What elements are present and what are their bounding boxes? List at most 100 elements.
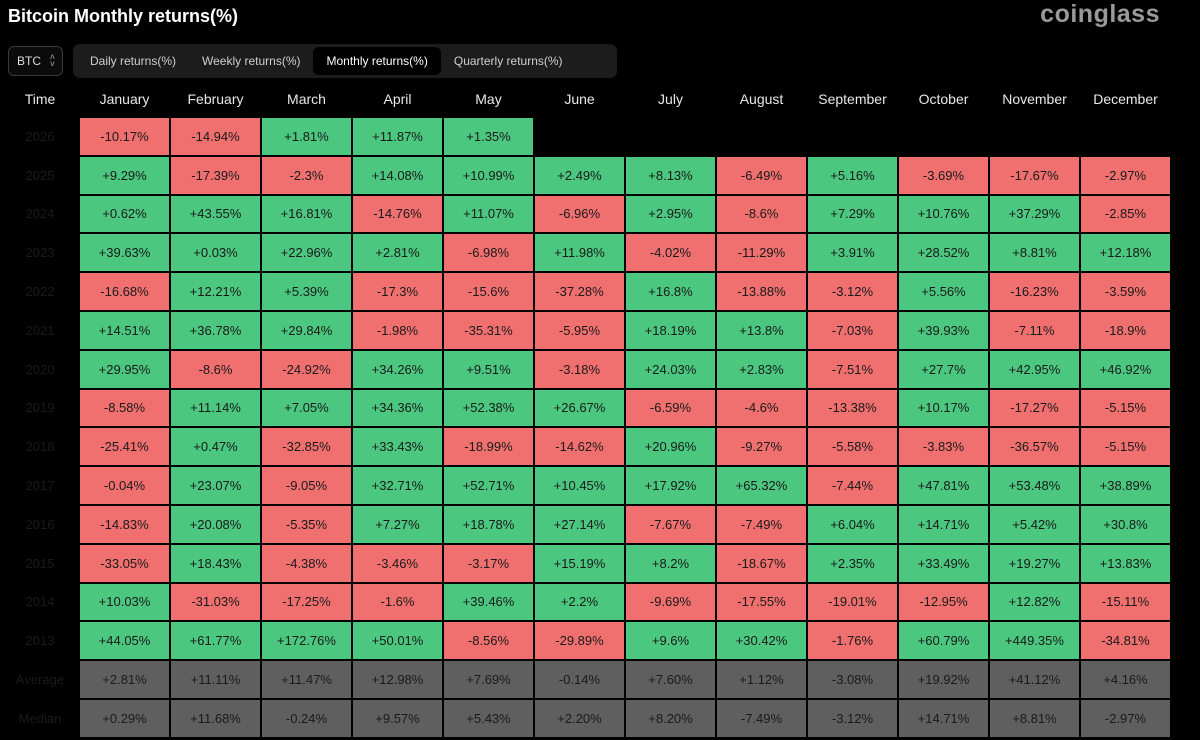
return-cell: +29.95% <box>80 350 169 388</box>
return-cell: -16.68% <box>80 273 169 310</box>
column-header-month: June <box>564 90 595 107</box>
return-cell: -15.11% <box>1081 583 1170 621</box>
return-cell: -14.76% <box>353 195 442 233</box>
return-cell: -5.95% <box>535 311 624 349</box>
return-cell: +14.71% <box>899 505 988 543</box>
return-cell: +39.46% <box>444 583 533 621</box>
return-cell: +60.79% <box>899 622 988 660</box>
return-cell: -16.23% <box>990 273 1079 310</box>
return-cell: -14.94% <box>171 118 260 155</box>
return-cell: +2.95% <box>626 195 715 233</box>
table-row: 2025 +9.29% -17.39% -2.3% +14.08% +10.99% +2.4… <box>2 156 1170 194</box>
return-cell: -25.41% <box>80 428 169 466</box>
summary-cell: +11.11% <box>171 661 260 698</box>
return-cell: -13.88% <box>717 273 806 310</box>
return-cell: -18.67% <box>717 544 806 582</box>
return-cell: +27.7% <box>899 350 988 388</box>
return-cell: +9.51% <box>444 350 533 388</box>
year-label: 2025 <box>25 167 55 183</box>
table-row: 2014 +10.03% -31.03% -17.25% -1.6% +39.46% +2.… <box>2 583 1170 621</box>
column-header-month: February <box>187 90 244 107</box>
return-cell: -36.57% <box>990 428 1079 466</box>
return-cell: -3.17% <box>444 544 533 582</box>
return-cell: +1.35% <box>444 118 533 155</box>
return-cell: +2.2% <box>535 583 624 621</box>
return-cell: -17.3% <box>353 273 442 310</box>
return-cell: +33.43% <box>353 428 442 466</box>
year-label: 2013 <box>25 633 55 649</box>
return-cell: +2.49% <box>535 156 624 194</box>
table-row: 2024 +0.62% +43.55% +16.81% -14.76% +11.07% -6… <box>2 195 1170 233</box>
return-cell: -15.6% <box>444 273 533 310</box>
asset-select[interactable]: BTC ˄ ˅ <box>8 46 63 76</box>
table-header-row: Time January February March April May June July… <box>2 81 1170 116</box>
return-cell: +8.81% <box>990 234 1079 272</box>
return-cell: +32.71% <box>353 467 442 504</box>
return-cell: -17.55% <box>717 583 806 621</box>
return-cell: +27.14% <box>535 505 624 543</box>
return-cell: +33.49% <box>899 544 988 582</box>
return-cell: +6.04% <box>808 505 897 543</box>
return-cell: +44.05% <box>80 622 169 660</box>
table-row: 2026 -10.17% -14.94% +1.81% +11.87% +1.35% <box>2 118 1170 155</box>
return-cell: -37.28% <box>535 273 624 310</box>
tab-weekly-returns[interactable]: Weekly returns(%) <box>202 54 301 68</box>
page-title: Bitcoin Monthly returns(%) <box>8 6 238 26</box>
return-cell: +15.19% <box>535 544 624 582</box>
summary-cell: +12.98% <box>353 661 442 698</box>
summary-cell: +9.57% <box>353 699 442 737</box>
return-cell: -3.46% <box>353 544 442 582</box>
return-cell: +172.76% <box>262 622 351 660</box>
return-cell: -6.96% <box>535 195 624 233</box>
return-cell: +0.62% <box>80 195 169 233</box>
year-label: 2021 <box>25 322 55 338</box>
table-row: 2018 -25.41% +0.47% -32.85% +33.43% -18.99% -1… <box>2 428 1170 466</box>
return-cell: +17.92% <box>626 467 715 504</box>
table-row: 2021 +14.51% +36.78% +29.84% -1.98% -35.31% -5… <box>2 311 1170 349</box>
year-label: 2023 <box>25 245 55 261</box>
return-cell <box>808 118 897 155</box>
return-cell: -5.15% <box>1081 389 1170 427</box>
return-cell: +39.93% <box>899 311 988 349</box>
column-header-month: August <box>739 90 784 107</box>
tab-daily-returns[interactable]: Daily returns(%) <box>90 54 177 68</box>
table-row: 2019 -8.58% +11.14% +7.05% +34.36% +52.38% +26… <box>2 389 1170 427</box>
year-label: 2022 <box>25 284 55 300</box>
return-cell <box>535 118 624 155</box>
tab-quarterly-returns[interactable]: Quarterly returns(%) <box>453 54 563 68</box>
return-cell: -24.92% <box>262 350 351 388</box>
summary-cell: +11.68% <box>171 699 260 737</box>
return-cell: -7.03% <box>808 311 897 349</box>
return-cell: +65.32% <box>717 467 806 504</box>
return-period-tabs: Daily returns(%) Weekly returns(%) Month… <box>73 44 617 78</box>
summary-cell: +2.20% <box>535 699 624 737</box>
year-label: 2024 <box>25 206 55 222</box>
tab-monthly-returns[interactable]: Monthly returns(%) <box>313 47 441 75</box>
return-cell: -33.05% <box>80 544 169 582</box>
column-header-month: April <box>383 90 412 107</box>
return-cell: +5.56% <box>899 273 988 310</box>
return-cell <box>626 118 715 155</box>
return-cell: -4.6% <box>717 389 806 427</box>
year-label: 2020 <box>25 361 55 377</box>
return-cell: +7.27% <box>353 505 442 543</box>
return-cell: -17.39% <box>171 156 260 194</box>
return-cell: -9.69% <box>626 583 715 621</box>
summary-cell: -0.24% <box>262 699 351 737</box>
return-cell: -12.95% <box>899 583 988 621</box>
summary-cell: +1.12% <box>717 661 806 698</box>
return-cell: -8.6% <box>717 195 806 233</box>
year-label: 2016 <box>25 516 55 532</box>
return-cell: +19.27% <box>990 544 1079 582</box>
return-cell: +50.01% <box>353 622 442 660</box>
column-header-month: October <box>918 90 969 107</box>
return-cell: +30.8% <box>1081 505 1170 543</box>
return-cell: -5.58% <box>808 428 897 466</box>
return-cell: -3.69% <box>899 156 988 194</box>
return-cell: -4.38% <box>262 544 351 582</box>
return-cell: +46.92% <box>1081 350 1170 388</box>
return-cell: +23.07% <box>171 467 260 504</box>
summary-row: Average +2.81% +11.11% +11.47% +12.98% +7.69%… <box>2 661 1170 698</box>
return-cell: -2.97% <box>1081 156 1170 194</box>
return-cell: -17.27% <box>990 389 1079 427</box>
